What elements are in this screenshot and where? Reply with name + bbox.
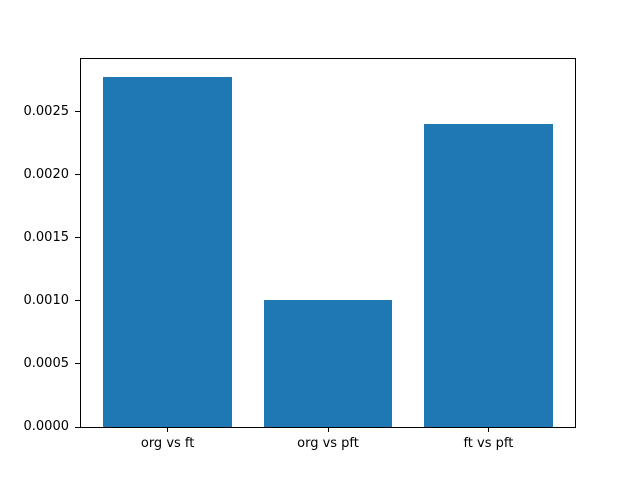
y-tick-mark [75,300,80,302]
x-tick-mark [327,427,329,432]
x-tick-mark [167,427,169,432]
bar-org-vs-ft [103,76,232,427]
y-tick-mark [75,426,80,428]
y-tick-mark [75,237,80,239]
bar-ft-vs-pft [424,124,553,427]
x-tick-label: ft vs pft [463,436,514,451]
plot-area: 0.0000 0.0005 0.0010 0.0015 0.0020 0.0025 org … [24,58,576,451]
y-tick-label: 0.0005 [23,355,70,371]
y-tick-mark [75,174,80,176]
x-tick-label: org vs pft [297,436,359,451]
bar-org-vs-pft [263,299,393,427]
x-tick-mark [487,427,489,432]
y-tick-label: 0.0010 [23,292,70,308]
y-tick-label: 0.0015 [23,229,70,245]
y-tick-label: 0.0000 [23,419,70,434]
x-tick-label: org vs ft [140,436,195,451]
y-tick-mark [75,363,80,365]
y-tick-label: 0.0025 [23,103,70,119]
y-tick-mark [75,111,80,113]
y-tick-label: 0.0020 [23,166,70,182]
